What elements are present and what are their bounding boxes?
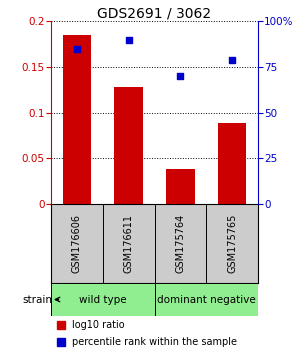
Point [178, 73, 183, 79]
Text: dominant negative: dominant negative [157, 295, 256, 304]
Point [230, 57, 235, 62]
Text: GSM176606: GSM176606 [72, 214, 82, 273]
Text: GSM175764: GSM175764 [176, 214, 185, 273]
Bar [166, 170, 195, 204]
Text: GSM176611: GSM176611 [124, 214, 134, 273]
Bar [63, 35, 91, 204]
Text: GSM175765: GSM175765 [227, 214, 237, 273]
Text: percentile rank within the sample: percentile rank within the sample [72, 337, 237, 347]
Point [74, 46, 79, 52]
Point [126, 37, 131, 42]
Bar [51, 282, 154, 316]
Text: wild type: wild type [79, 295, 127, 304]
Title: GDS2691 / 3062: GDS2691 / 3062 [98, 6, 212, 20]
Bar [154, 282, 258, 316]
Bar [114, 87, 143, 204]
Text: log10 ratio: log10 ratio [72, 320, 124, 330]
Bar [218, 123, 246, 204]
Text: strain: strain [22, 295, 52, 304]
